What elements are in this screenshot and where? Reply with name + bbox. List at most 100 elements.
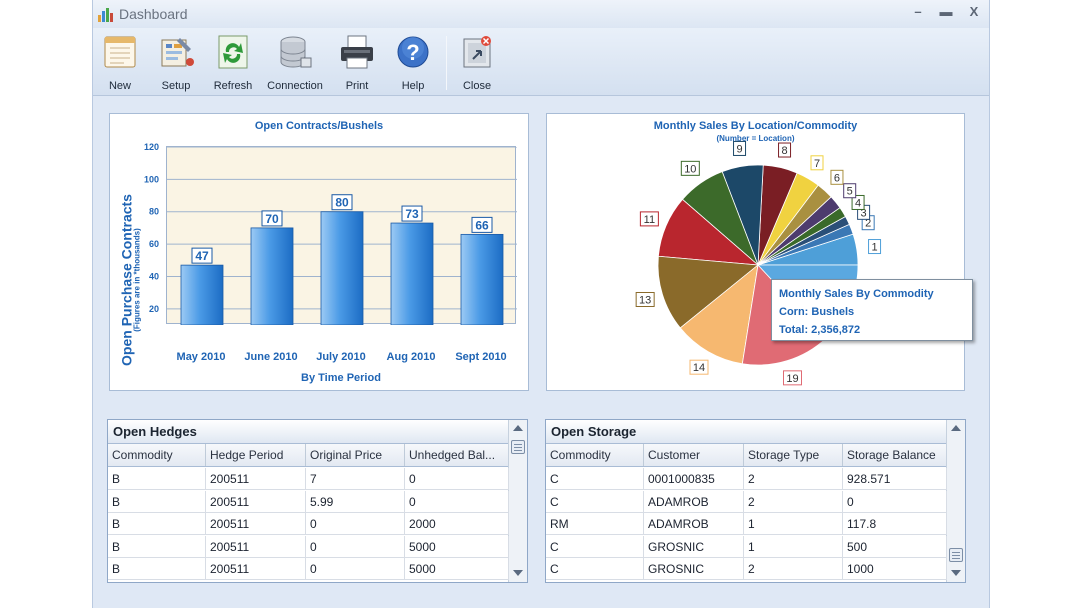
x-tick-label: Aug 2010 [387,351,436,363]
bar[interactable] [460,233,504,325]
slice-label: 3 [861,207,867,219]
table-row[interactable]: B 200511 0 5000 [108,558,509,581]
slice-label: 9 [736,143,742,155]
table-row[interactable]: C ADAMROB 2 0 [546,490,947,513]
col-storage-balance[interactable]: Storage Balance [843,444,947,466]
table-cell: 2 [744,468,843,489]
table-cell: 0 [306,513,405,535]
slice-label-box [680,160,700,176]
open-storage-scrollbar[interactable] [946,420,965,582]
slice-label-box [810,155,824,171]
bar[interactable] [250,227,294,325]
close-window-button[interactable]: X [969,4,979,19]
table-cell: ADAMROB [644,513,744,535]
slice-label: 2 [865,218,871,230]
col-customer[interactable]: Customer [644,444,744,466]
y-tick-label: 40 [149,271,159,281]
scroll-down-arrow-icon[interactable] [513,570,523,576]
table-cell: 7 [306,468,405,489]
pie-slice[interactable] [679,264,759,365]
setup-button[interactable]: Setup [146,34,206,92]
table-cell: 5000 [405,558,509,580]
bar[interactable] [390,222,434,325]
table-cell: 5.99 [306,490,405,512]
setup-label: Setup [161,80,191,92]
new-document-icon [102,34,138,70]
bar[interactable] [320,211,364,325]
slice-label: 4 [855,197,861,209]
col-hedge-period[interactable]: Hedge Period [206,444,306,466]
pie-tooltip: Monthly Sales By Commodity Corn: Bushels… [771,279,973,341]
svg-text:?: ? [406,40,419,65]
x-tick-label: Sept 2010 [455,351,506,363]
table-cell: ADAMROB [644,490,744,512]
slice-label-box [635,291,655,307]
slice-label-box [782,370,802,386]
setup-icon [158,34,194,70]
table-cell: 1 [744,513,843,535]
connection-button[interactable]: Connection [265,34,325,92]
refresh-button[interactable]: Refresh [203,34,263,92]
slice-label-box [843,183,857,199]
minimize-button[interactable]: – [914,4,922,19]
bar-chart-panel: Open Contracts/Bushels Open Purchase Con… [109,113,529,391]
close-button[interactable]: Close [447,34,507,92]
slice-label: 7 [814,158,820,170]
scroll-thumb[interactable] [949,548,963,562]
table-cell: 1 [744,535,843,557]
col-original-price[interactable]: Original Price [306,444,405,466]
table-cell: C [546,558,644,580]
table-row[interactable]: C GROSNIC 2 1000 [546,558,947,581]
table-cell: 0 [405,490,509,512]
scroll-down-arrow-icon[interactable] [951,570,961,576]
table-cell: B [108,468,206,489]
table-row[interactable]: B 200511 5.99 0 [108,490,509,513]
table-cell: 200511 [206,558,306,580]
table-row[interactable]: B 200511 0 5000 [108,535,509,558]
slice-label: 6 [834,172,840,184]
open-hedges-panel: Open Hedges Commodity Hedge Period Origi… [107,419,528,583]
table-cell: 200511 [206,535,306,557]
bar-chart-plot-area: 47 70 80 73 66 [166,146,517,325]
help-label: Help [401,80,425,92]
data-label-box [401,205,423,222]
data-label-box [191,247,213,264]
scroll-up-arrow-icon[interactable] [951,425,961,431]
pie-chart-subtitle: (Number = Location) [716,134,795,143]
help-icon: ? [395,34,431,70]
table-cell: C [546,490,644,512]
print-button[interactable]: Print [327,34,387,92]
table-cell: 2 [744,558,843,580]
maximize-button[interactable]: ▬ [939,4,953,19]
scroll-thumb[interactable] [511,440,525,454]
bar-chart-xlabel: By Time Period [301,372,381,384]
table-row[interactable]: RM ADAMROB 1 117.8 [546,513,947,536]
new-button[interactable]: New [90,34,150,92]
open-storage-header-row: Commodity Customer Storage Type Storage … [546,444,947,467]
table-row[interactable]: C GROSNIC 1 500 [546,535,947,558]
table-cell: 2 [744,490,843,512]
col-commodity[interactable]: Commodity [546,444,644,466]
table-cell: B [108,535,206,557]
open-hedges-scrollbar[interactable] [508,420,527,582]
help-button[interactable]: ? Help [383,34,443,92]
dashboard-window: Dashboard – ▬ X New Setup Refresh [92,0,990,608]
y-tick-label: 60 [149,239,159,249]
scroll-up-arrow-icon[interactable] [513,425,523,431]
table-row[interactable]: B 200511 7 0 [108,468,509,490]
y-tick-label: 120 [144,142,159,152]
toolbar: New Setup Refresh Connection Print [93,28,989,96]
table-cell: GROSNIC [644,558,744,580]
col-storage-type[interactable]: Storage Type [744,444,843,466]
close-icon [459,34,495,70]
pie-slice[interactable] [657,255,760,329]
bar[interactable] [180,264,224,325]
table-row[interactable]: B 200511 0 2000 [108,513,509,536]
table-cell: 500 [843,535,947,557]
table-cell: B [108,558,206,580]
table-cell: C [546,468,644,489]
col-unhedged-balance[interactable]: Unhedged Bal... [405,444,509,466]
table-row[interactable]: C 0001000835 2 928.571 [546,468,947,490]
col-commodity[interactable]: Commodity [108,444,206,466]
